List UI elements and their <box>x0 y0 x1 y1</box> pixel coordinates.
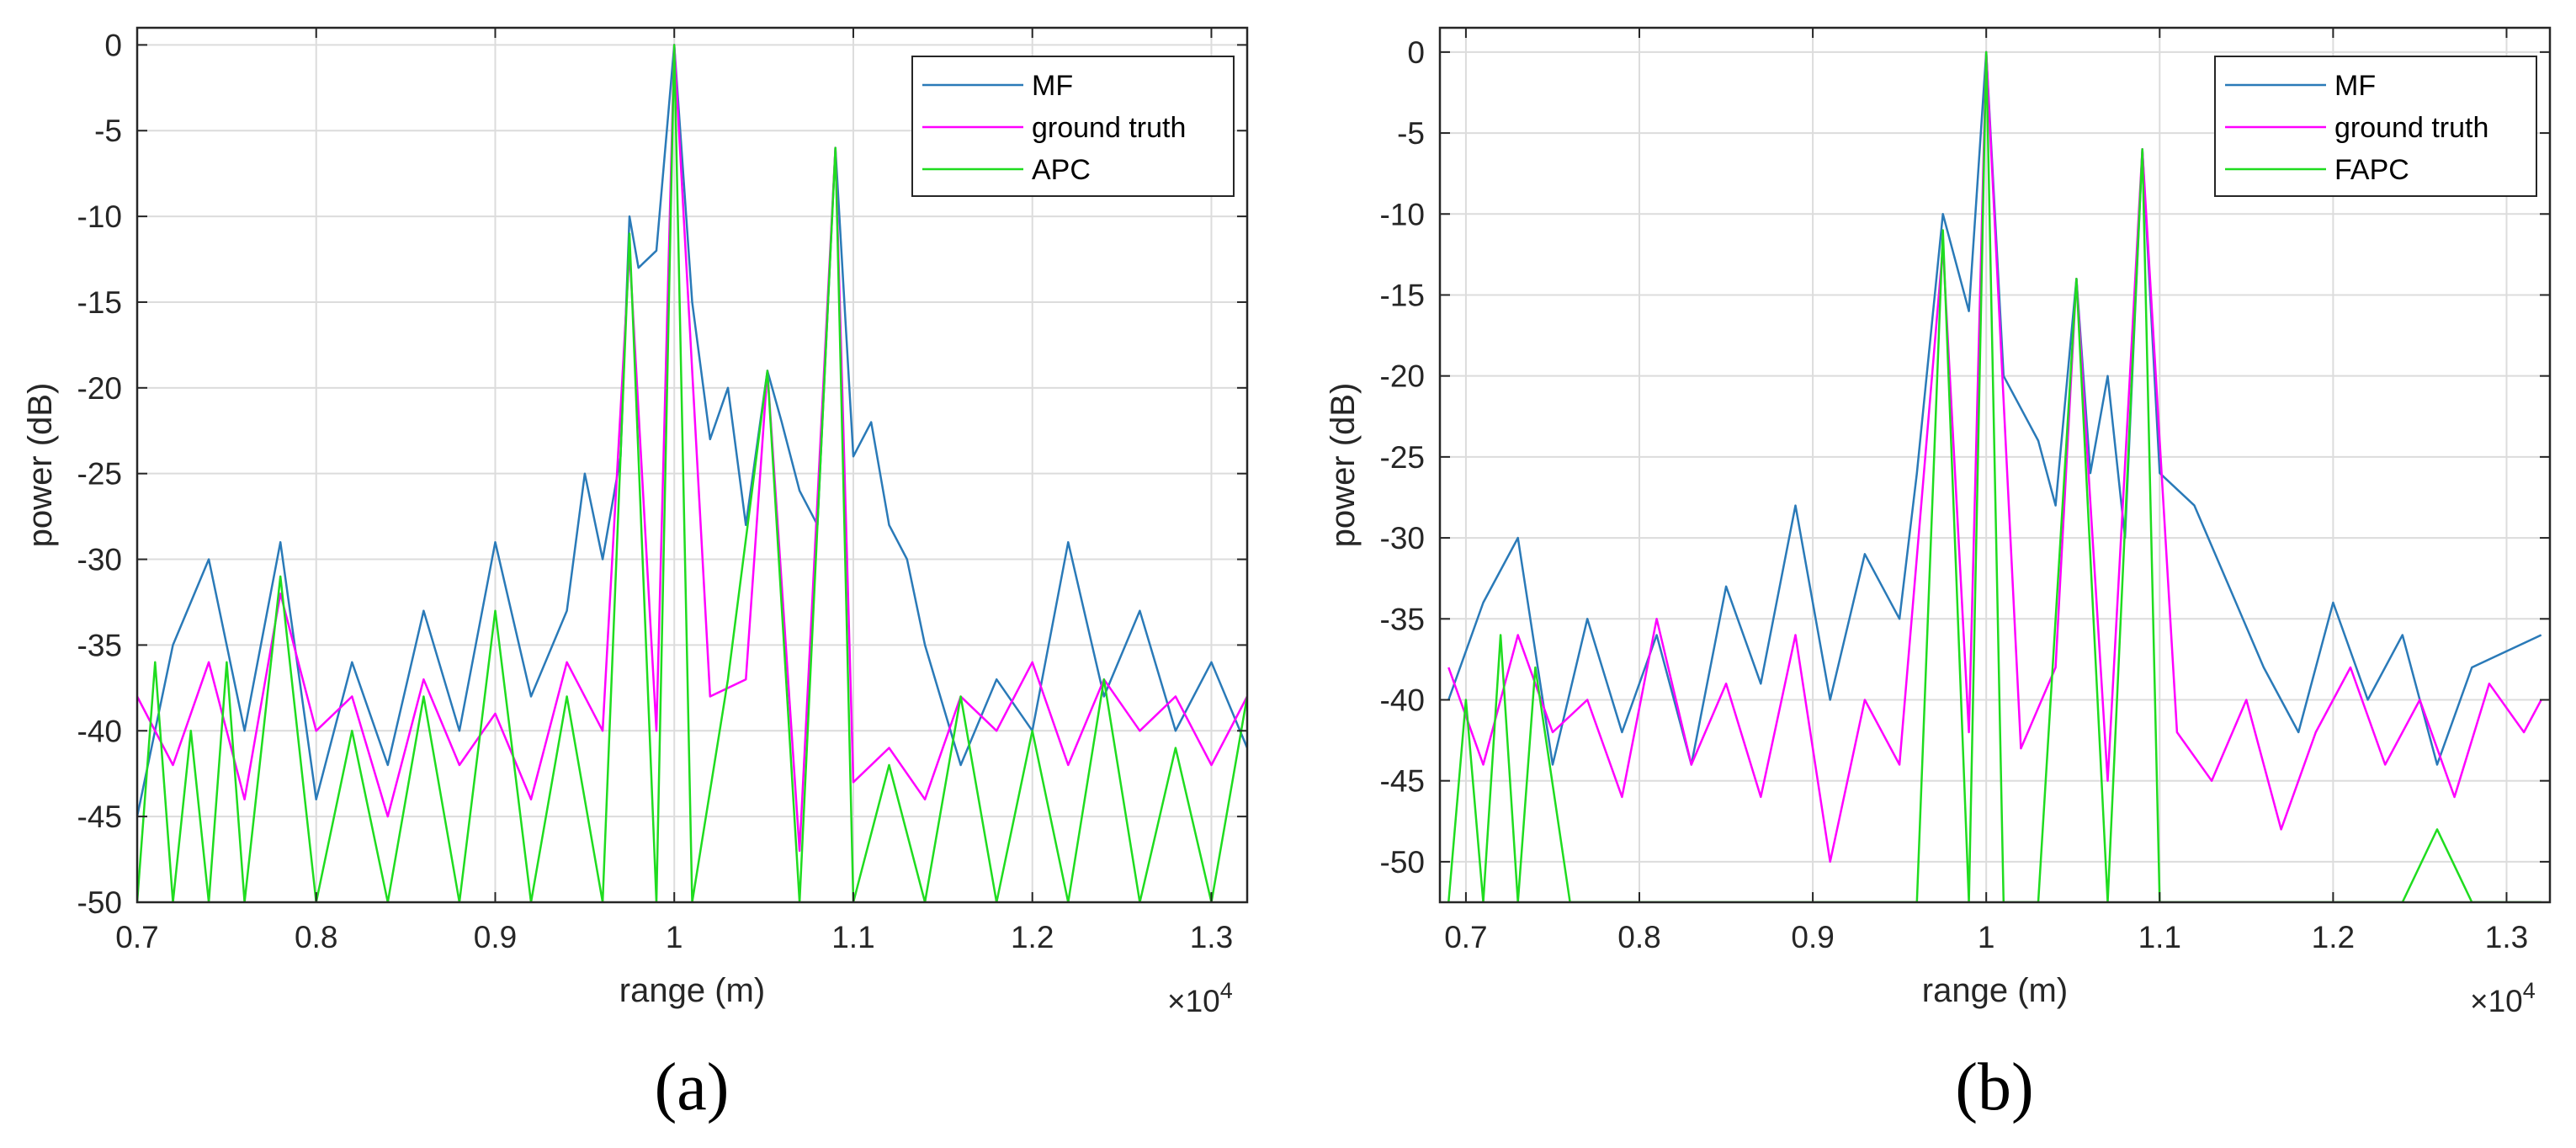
x-tick-label: 1 <box>1978 920 1995 954</box>
y-tick-label: -50 <box>1380 845 1425 880</box>
x-exponent-power: 4 <box>2523 978 2536 1003</box>
y-tick-label: -5 <box>94 114 122 148</box>
y-axis-label: power (dB) <box>1325 383 1362 548</box>
y-axis-label: power (dB) <box>22 383 59 548</box>
y-tick-label: -10 <box>77 199 122 234</box>
y-tick-label: -40 <box>1380 683 1425 717</box>
y-tick-label: -25 <box>1380 440 1425 475</box>
figure-caption: (b) <box>1955 1050 2033 1124</box>
x-tick-label: 1.1 <box>831 920 874 954</box>
legend-label: ground truth <box>2334 112 2488 144</box>
x-axis-label: range (m) <box>619 972 765 1009</box>
x-tick-label: 1.2 <box>2312 920 2355 954</box>
x-tick-label: 0.7 <box>115 920 158 954</box>
y-tick-label: -40 <box>77 714 122 748</box>
legend-label: ground truth <box>1032 112 1186 144</box>
y-tick-label: -15 <box>77 285 122 320</box>
axes-box <box>135 26 1249 904</box>
series-line-ground-truth <box>1447 50 2542 864</box>
legend-label: FAPC <box>2334 154 2409 186</box>
y-tick-label: -10 <box>1380 197 1425 231</box>
y-tick-label: -30 <box>77 543 122 577</box>
x-tick-label: 1 <box>666 920 683 954</box>
figure-caption: (a) <box>655 1050 730 1124</box>
series-line-ground-truth <box>137 44 1247 853</box>
x-tick-label: 1.3 <box>2485 920 2528 954</box>
x-axis-label: range (m) <box>1922 972 2068 1009</box>
x-tick-label: 0.8 <box>1617 920 1660 954</box>
x-tick-label: 1.2 <box>1011 920 1054 954</box>
legend-label: APC <box>1032 154 1091 186</box>
legend-label: MF <box>1032 70 1073 102</box>
x-tick-label: 0.8 <box>295 920 337 954</box>
x-exponent-label: ×104 <box>1167 978 1233 1018</box>
x-tick-label: 1.3 <box>1190 920 1233 954</box>
x-tick-label: 1.1 <box>2138 920 2181 954</box>
y-tick-label: -35 <box>77 628 122 662</box>
chart-b: 0.7 0.8 0.9 1 1.1 1.2 1.3 0 -5 -10 -15 -20 -25 -30 -35… <box>1325 26 2552 1124</box>
y-tick-label: -45 <box>1380 764 1425 799</box>
x-tick-label: 0.7 <box>1444 920 1487 954</box>
y-tick-label: -20 <box>77 371 122 406</box>
x-exponent-label: ×104 <box>2470 978 2536 1018</box>
y-tick-label: 0 <box>1407 35 1425 70</box>
y-tick-label: -25 <box>77 457 122 492</box>
y-tick-label: -50 <box>77 885 122 920</box>
legend-label: MF <box>2334 70 2376 102</box>
y-tick-label: -35 <box>1380 602 1425 636</box>
x-exponent-base: ×10 <box>2470 984 2523 1018</box>
y-tick-label: -20 <box>1380 359 1425 394</box>
y-tick-label: -15 <box>1380 278 1425 312</box>
y-tick-label: -45 <box>77 800 122 834</box>
legend: MF ground truth FAPC <box>2214 56 2537 197</box>
x-exponent-power: 4 <box>1220 978 1233 1003</box>
y-tick-label: -5 <box>1397 116 1425 151</box>
x-exponent-base: ×10 <box>1167 984 1220 1018</box>
x-tick-label: 0.9 <box>474 920 517 954</box>
y-tick-label: -30 <box>1380 521 1425 555</box>
chart-a: 0.7 0.8 0.9 1 1.1 1.2 1.3 0 -5 -10 -15 -20 -25 -30 -35… <box>22 26 1249 1124</box>
y-tick-label: 0 <box>104 28 122 62</box>
axes-box <box>1438 26 2552 904</box>
series-line-mf <box>1447 50 2542 766</box>
x-tick-label: 0.9 <box>1791 920 1834 954</box>
legend: MF ground truth APC <box>911 56 1235 197</box>
